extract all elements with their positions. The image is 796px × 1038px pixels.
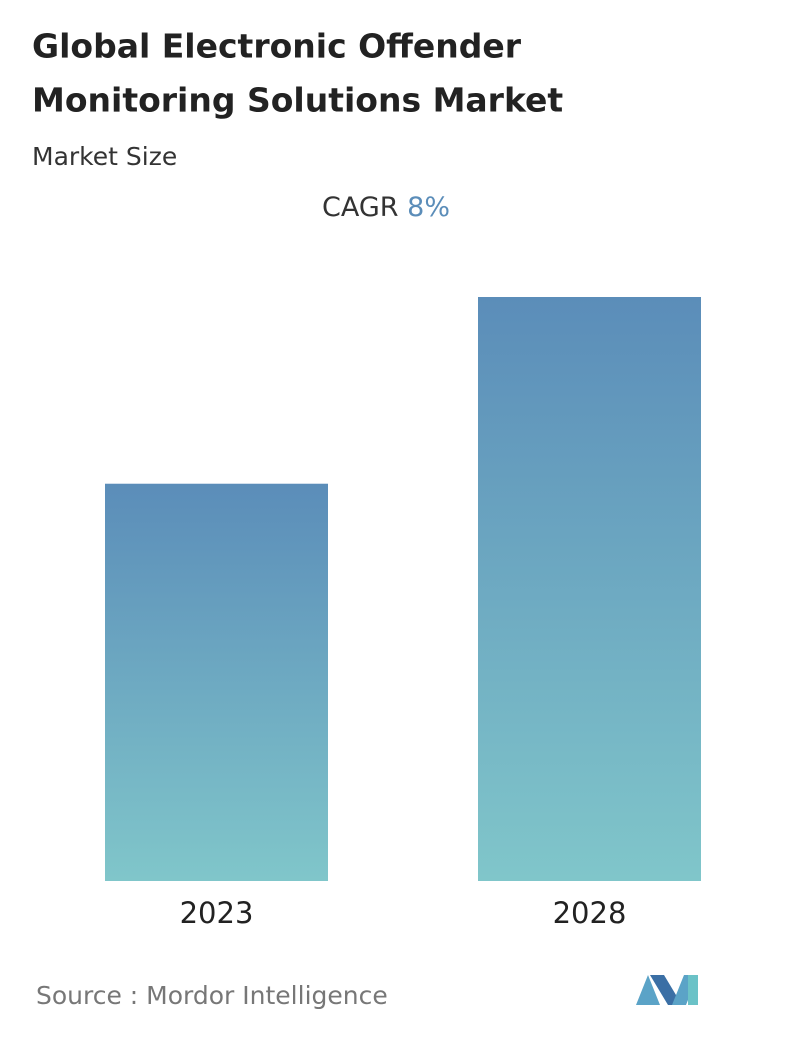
- bar: [478, 297, 701, 881]
- logo: [636, 975, 698, 1005]
- source: Source : Mordor Intelligence: [36, 981, 388, 1010]
- bar: [105, 483, 328, 881]
- chart-subtitle: Market Size: [32, 142, 177, 171]
- cagr-value: 8%: [407, 192, 450, 223]
- cagr-label: CAGR: [322, 192, 399, 223]
- x-tick-label: 2023: [180, 896, 254, 930]
- x-tick-label: 2028: [553, 896, 627, 930]
- cagr: CAGR 8%: [322, 192, 450, 223]
- chart-title: Monitoring Solutions Market: [32, 81, 563, 120]
- chart-title: Global Electronic Offender: [32, 27, 522, 66]
